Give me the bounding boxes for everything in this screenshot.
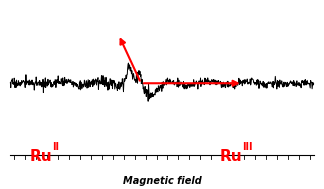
- Text: III: III: [242, 142, 252, 152]
- Text: Magnetic field: Magnetic field: [122, 176, 202, 186]
- Text: Ru: Ru: [30, 149, 52, 164]
- Text: II: II: [52, 142, 59, 152]
- Text: Ru: Ru: [220, 149, 243, 164]
